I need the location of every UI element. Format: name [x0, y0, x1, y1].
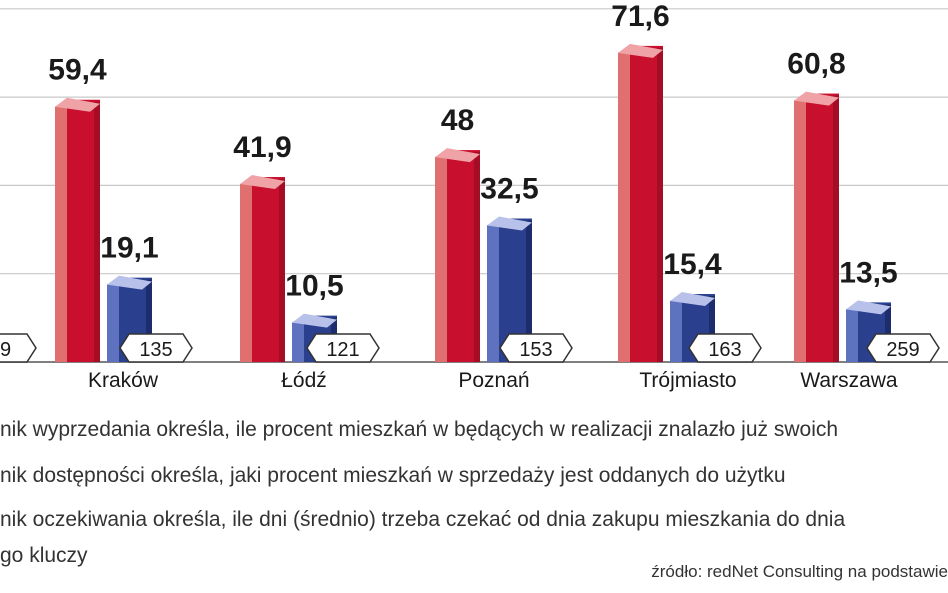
wait-days-badge	[866, 333, 940, 363]
bar-sell-rate	[240, 175, 285, 362]
bar-sell-rate	[794, 91, 839, 363]
legend-line-availability: nik dostępności określa, jaki procent mi…	[0, 464, 786, 487]
wait-days-label: 19	[0, 339, 11, 361]
data-label-sell-rate: 71,6	[611, 0, 669, 33]
category-label: Trójmiasto	[639, 369, 736, 392]
data-label-sell-rate: 41,9	[233, 131, 291, 164]
data-label-sell-rate: 59,4	[48, 54, 107, 87]
wait-days-badge	[499, 333, 573, 363]
wait-days-label: 259	[886, 339, 919, 361]
data-label-availability: 32,5	[480, 173, 538, 206]
data-label-sell-rate: 60,8	[787, 48, 845, 81]
data-label-availability: 13,5	[839, 256, 897, 289]
wait-days-label: 153	[519, 339, 552, 361]
legend-line-waiting: nik oczekiwania określa, ile dni (średni…	[0, 508, 846, 531]
wait-days-label: 163	[708, 339, 741, 361]
bar-availability	[487, 216, 532, 362]
data-label-availability: 19,1	[100, 232, 158, 265]
wait-days-badge	[306, 333, 380, 363]
bar-availability	[670, 292, 715, 362]
wait-days-badge	[688, 333, 762, 363]
data-label-availability: 15,4	[663, 248, 722, 281]
legend-line-sell-rate: nik wyprzedania określa, ile procent mie…	[0, 418, 839, 441]
bar-sell-rate	[618, 43, 663, 363]
legend-line-waiting-cont: go kluczy	[0, 544, 88, 567]
source-note: źródło: redNet Consulting na podstawie	[651, 562, 948, 581]
data-label-sell-rate: 48	[441, 104, 474, 137]
category-label: Łódź	[281, 369, 327, 392]
wait-days-badge	[0, 333, 37, 363]
wait-days-label: 121	[326, 339, 359, 361]
category-label: Warszawa	[800, 369, 898, 392]
bar-chart: 19 59,4 19,1 Kraków 135 41,9 10,5 Łódź 121 48 32,5…	[0, 0, 948, 392]
category-label: Poznań	[458, 369, 529, 392]
bar-sell-rate	[55, 97, 100, 363]
bar-sell-rate	[435, 148, 480, 362]
data-label-availability: 10,5	[285, 270, 343, 303]
category-label: Kraków	[88, 369, 159, 392]
wait-days-label: 135	[139, 339, 172, 361]
wait-days-badge	[119, 333, 193, 363]
